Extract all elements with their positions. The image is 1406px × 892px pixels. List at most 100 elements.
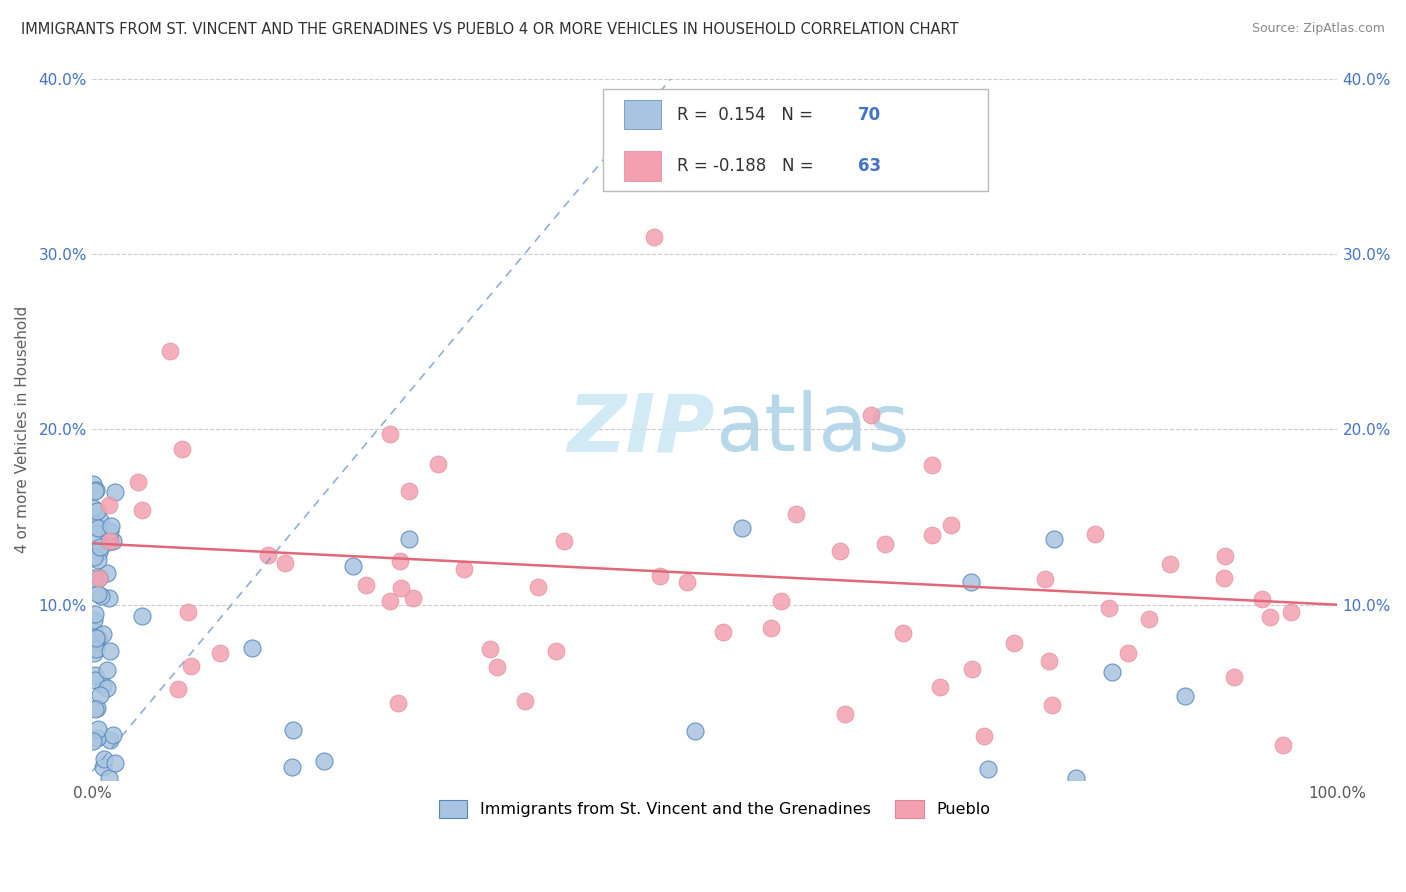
Pueblo [167, 682, 190, 697]
Pueblo [1223, 669, 1246, 683]
Pueblo [1116, 646, 1139, 660]
Pueblo [354, 577, 377, 591]
Text: R =  0.154   N =: R = 0.154 N = [678, 106, 818, 124]
Pueblo [378, 426, 401, 441]
Pueblo [1038, 654, 1060, 668]
Pueblo [388, 554, 411, 568]
Immigrants from St. Vincent and the Grenadines [86, 701, 108, 715]
Text: ZIP: ZIP [567, 391, 714, 468]
Immigrants from St. Vincent and the Grenadines [730, 521, 752, 535]
Pueblo [1251, 591, 1274, 606]
Immigrants from St. Vincent and the Grenadines [87, 722, 110, 736]
Immigrants from St. Vincent and the Grenadines [84, 607, 107, 621]
Immigrants from St. Vincent and the Grenadines [240, 641, 263, 656]
Immigrants from St. Vincent and the Grenadines [97, 529, 120, 543]
Pueblo [553, 533, 575, 548]
Immigrants from St. Vincent and the Grenadines [86, 527, 108, 541]
Pueblo [402, 591, 425, 605]
Pueblo [513, 694, 536, 708]
Immigrants from St. Vincent and the Grenadines [960, 574, 983, 589]
Pueblo [1271, 738, 1294, 752]
Immigrants from St. Vincent and the Grenadines [97, 528, 120, 542]
Pueblo [834, 707, 856, 722]
Pueblo [485, 660, 508, 674]
Immigrants from St. Vincent and the Grenadines [91, 678, 114, 692]
Pueblo [378, 594, 401, 608]
Legend: Immigrants from St. Vincent and the Grenadines, Pueblo: Immigrants from St. Vincent and the Gren… [432, 793, 997, 824]
Text: atlas: atlas [714, 391, 910, 468]
Text: IMMIGRANTS FROM ST. VINCENT AND THE GRENADINES VS PUEBLO 4 OR MORE VEHICLES IN H: IMMIGRANTS FROM ST. VINCENT AND THE GREN… [21, 22, 959, 37]
Pueblo [479, 641, 502, 656]
Pueblo [928, 680, 950, 694]
Pueblo [170, 442, 193, 456]
Pueblo [159, 343, 181, 358]
Immigrants from St. Vincent and the Grenadines [83, 673, 105, 688]
Pueblo [256, 548, 278, 562]
Pueblo [1258, 610, 1281, 624]
Immigrants from St. Vincent and the Grenadines [84, 635, 107, 649]
Pueblo [643, 229, 665, 244]
Immigrants from St. Vincent and the Grenadines [96, 664, 118, 678]
Pueblo [650, 569, 672, 583]
Immigrants from St. Vincent and the Grenadines [96, 681, 118, 695]
Pueblo [87, 571, 110, 585]
Immigrants from St. Vincent and the Grenadines [89, 540, 111, 554]
Immigrants from St. Vincent and the Grenadines [98, 524, 121, 538]
Pueblo [676, 575, 699, 590]
Immigrants from St. Vincent and the Grenadines [398, 533, 420, 547]
Immigrants from St. Vincent and the Grenadines [87, 545, 110, 559]
Pueblo [1002, 636, 1025, 650]
Immigrants from St. Vincent and the Grenadines [312, 754, 335, 768]
Immigrants from St. Vincent and the Grenadines [83, 624, 105, 638]
Immigrants from St. Vincent and the Grenadines [91, 627, 114, 641]
Pueblo [859, 409, 882, 423]
Immigrants from St. Vincent and the Grenadines [1174, 689, 1197, 703]
Immigrants from St. Vincent and the Grenadines [104, 485, 127, 500]
Immigrants from St. Vincent and the Grenadines [83, 484, 105, 499]
Pueblo [960, 662, 983, 676]
Immigrants from St. Vincent and the Grenadines [90, 589, 112, 603]
Immigrants from St. Vincent and the Grenadines [101, 534, 124, 549]
Pueblo [208, 646, 231, 660]
Immigrants from St. Vincent and the Grenadines [98, 644, 121, 658]
Immigrants from St. Vincent and the Grenadines [82, 477, 104, 491]
Immigrants from St. Vincent and the Grenadines [86, 504, 108, 518]
Pueblo [1159, 557, 1181, 571]
Text: 63: 63 [858, 157, 882, 175]
Immigrants from St. Vincent and the Grenadines [86, 586, 108, 600]
Immigrants from St. Vincent and the Grenadines [82, 628, 104, 642]
Pueblo [1084, 527, 1107, 541]
FancyBboxPatch shape [624, 100, 661, 129]
Pueblo [387, 696, 409, 710]
Immigrants from St. Vincent and the Grenadines [82, 733, 104, 747]
Immigrants from St. Vincent and the Grenadines [683, 723, 706, 738]
Pueblo [544, 643, 567, 657]
Pueblo [131, 503, 153, 517]
Pueblo [1212, 571, 1234, 585]
Immigrants from St. Vincent and the Grenadines [87, 553, 110, 567]
Pueblo [1098, 600, 1121, 615]
Pueblo [453, 562, 475, 576]
Pueblo [711, 625, 734, 640]
Pueblo [273, 556, 295, 570]
Immigrants from St. Vincent and the Grenadines [86, 731, 108, 745]
Text: R = -0.188   N =: R = -0.188 N = [678, 157, 820, 175]
Immigrants from St. Vincent and the Grenadines [84, 641, 107, 656]
Pueblo [921, 458, 943, 473]
Immigrants from St. Vincent and the Grenadines [97, 535, 120, 549]
Immigrants from St. Vincent and the Grenadines [281, 723, 304, 737]
Pueblo [1035, 572, 1057, 586]
Text: Source: ZipAtlas.com: Source: ZipAtlas.com [1251, 22, 1385, 36]
Immigrants from St. Vincent and the Grenadines [976, 763, 998, 777]
Pueblo [98, 534, 121, 549]
Immigrants from St. Vincent and the Grenadines [131, 609, 153, 624]
Pueblo [527, 580, 550, 594]
Pueblo [973, 730, 995, 744]
Immigrants from St. Vincent and the Grenadines [87, 631, 110, 645]
Pueblo [177, 605, 200, 619]
Pueblo [427, 457, 450, 471]
Immigrants from St. Vincent and the Grenadines [91, 760, 114, 774]
Pueblo [939, 517, 962, 532]
Immigrants from St. Vincent and the Grenadines [83, 702, 105, 716]
Immigrants from St. Vincent and the Grenadines [96, 566, 118, 580]
